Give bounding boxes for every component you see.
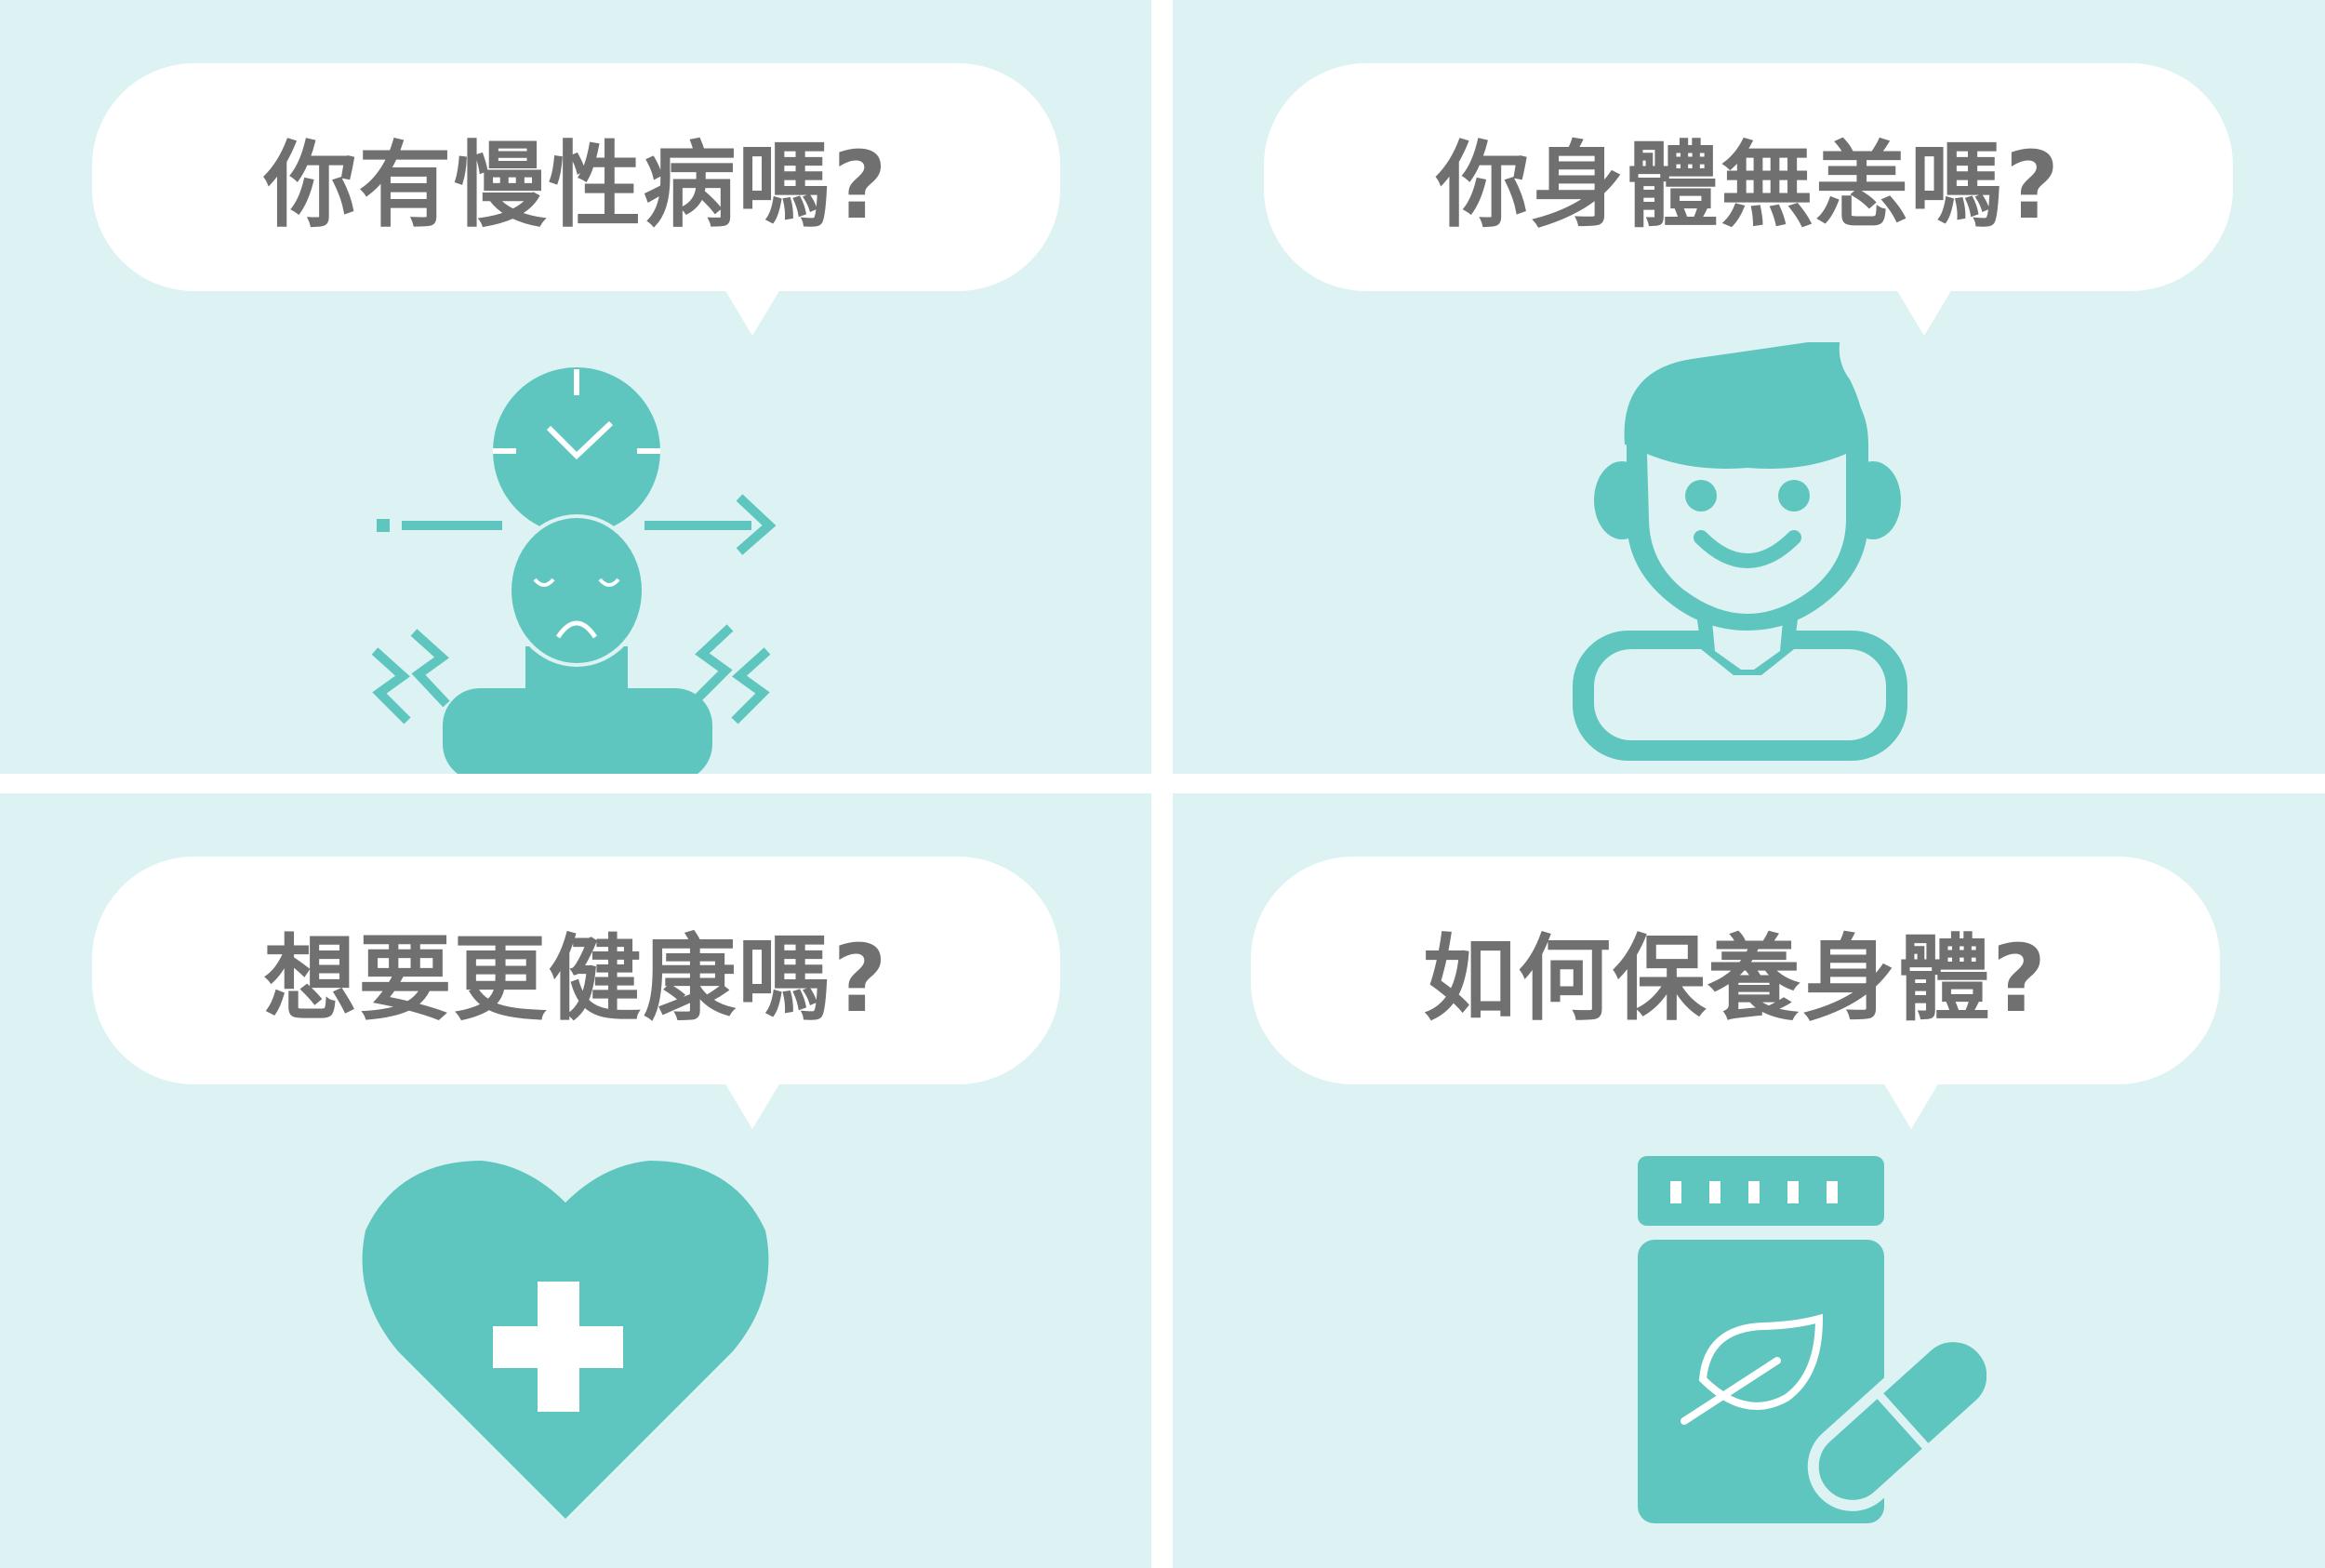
speech-bubble-box: 如何保養身體? [1251, 857, 2220, 1084]
speech-bubble: 你身體無恙嗎? [1264, 63, 2233, 342]
speech-bubble-tail [724, 289, 780, 336]
question-text: 你有慢性病嗎? [263, 131, 889, 240]
leaf-icon [1681, 1313, 1824, 1425]
sick-person-clock-icon [371, 367, 777, 774]
pill-capsule-icon [1807, 1331, 1986, 1511]
speech-bubble-tail [1883, 1083, 1939, 1129]
speech-bubble: 如何保養身體? [1251, 857, 2220, 1136]
speech-bubble-tail [724, 1083, 780, 1129]
speech-bubble-box: 你身體無恙嗎? [1264, 63, 2233, 291]
speech-bubble-box: 想要更健康嗎? [92, 857, 1060, 1084]
speech-bubble-tail [1896, 289, 1952, 336]
smiling-man-icon [1573, 342, 1907, 761]
question-text: 如何保養身體? [1422, 924, 2048, 1033]
panel-chronic-illness: 你有慢性病嗎? [0, 0, 1151, 774]
panel-healthier: 想要更健康嗎? [0, 793, 1151, 1568]
panel-body-care: 如何保養身體? [1173, 793, 2325, 1568]
speech-bubble-box: 你有慢性病嗎? [92, 63, 1060, 291]
question-text: 你身體無恙嗎? [1435, 131, 2061, 240]
question-text: 想要更健康嗎? [263, 924, 889, 1033]
panel-healthy-body: 你身體無恙嗎? [1173, 0, 2325, 774]
speech-bubble: 想要更健康嗎? [92, 857, 1060, 1136]
heart-medical-cross-icon [362, 1161, 769, 1519]
supplement-bottle-pill-icon [1638, 1156, 1986, 1523]
speech-bubble: 你有慢性病嗎? [92, 63, 1060, 342]
